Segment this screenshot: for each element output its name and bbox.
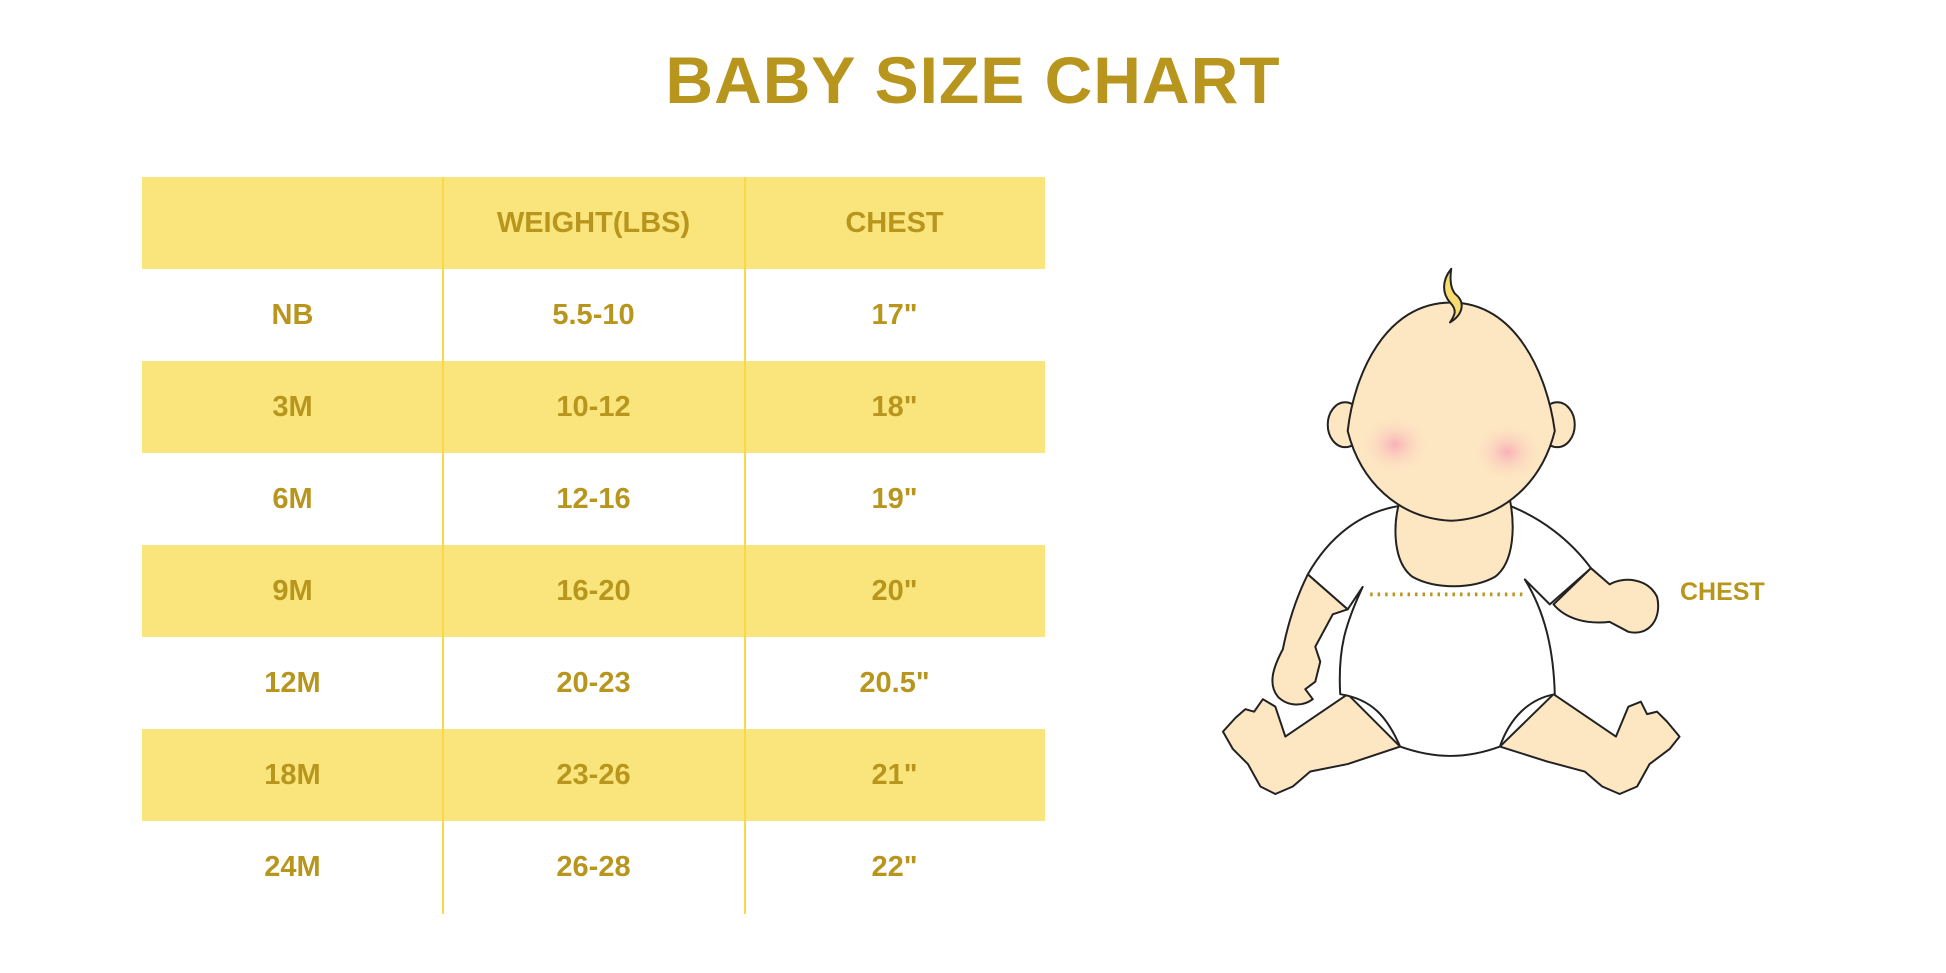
- left-leg: [1221, 693, 1402, 795]
- table-row: 6M 12-16 19": [142, 453, 1045, 545]
- cell-weight: 10-12: [556, 391, 631, 423]
- header-size: [142, 177, 443, 269]
- column-divider: [442, 177, 444, 914]
- cell-weight: 12-16: [556, 483, 631, 515]
- cell-size: 6M: [272, 483, 313, 515]
- cell-weight: 26-28: [556, 851, 631, 883]
- cell-weight: 23-26: [556, 759, 631, 791]
- hair-curl: [1443, 267, 1463, 324]
- neck: [1394, 498, 1514, 588]
- table-row: NB 5.5-10 17": [142, 269, 1045, 361]
- left-cheek: [1360, 414, 1431, 475]
- size-table: WEIGHT(LBS) CHEST NB 5.5-10 17" 3M 10-12 18" 6…: [142, 177, 1045, 914]
- right-arm: [1552, 567, 1660, 634]
- cell-size: 3M: [272, 391, 313, 423]
- cell-chest: 22": [871, 851, 918, 883]
- header-chest: CHEST: [845, 207, 944, 239]
- cell-size: 9M: [272, 575, 313, 607]
- table-row: 9M 16-20 20": [142, 545, 1045, 637]
- table-row: 18M 23-26 21": [142, 729, 1045, 821]
- left-arm: [1271, 573, 1349, 706]
- cell-chest: 18": [871, 391, 918, 423]
- table-header-row: WEIGHT(LBS) CHEST: [142, 177, 1045, 269]
- right-leg: [1498, 693, 1681, 795]
- head: [1346, 301, 1556, 522]
- cell-size: 24M: [264, 851, 321, 883]
- cell-weight: 5.5-10: [552, 299, 635, 331]
- chest-label: CHEST: [1680, 578, 1765, 606]
- cell-weight: 20-23: [556, 667, 631, 699]
- header-weight: WEIGHT(LBS): [496, 207, 691, 239]
- cell-size: 18M: [264, 759, 321, 791]
- cell-weight: 16-20: [556, 575, 631, 607]
- cell-chest: 19": [871, 483, 918, 515]
- column-divider: [744, 177, 746, 914]
- table-row: 12M 20-23 20.5": [142, 637, 1045, 729]
- bodysuit: [1306, 504, 1592, 757]
- baby-illustration: [1221, 267, 1681, 795]
- cell-size: 12M: [264, 667, 321, 699]
- right-cheek: [1472, 422, 1543, 483]
- page-title: BABY SIZE CHART: [665, 43, 1281, 117]
- cell-chest: 21": [871, 759, 918, 791]
- cell-chest: 17": [871, 299, 918, 331]
- cell-chest: 20.5": [859, 667, 930, 699]
- table-row: 3M 10-12 18": [142, 361, 1045, 453]
- cell-size: NB: [271, 299, 314, 331]
- table-row: 24M 26-28 22": [142, 821, 1045, 913]
- cell-chest: 20": [871, 575, 918, 607]
